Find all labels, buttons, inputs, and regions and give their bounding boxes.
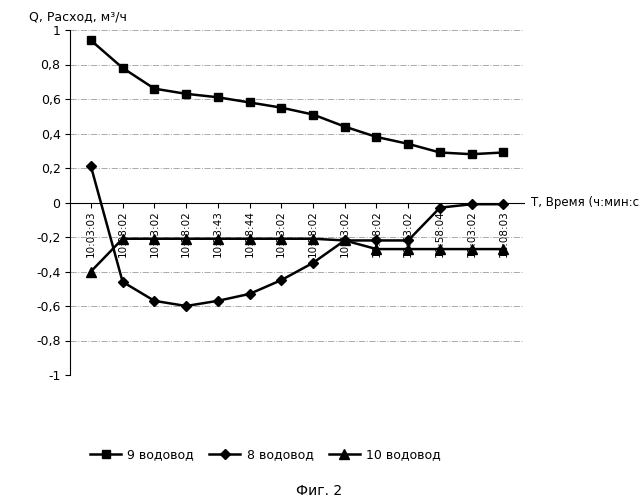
- Line: 10 водовод: 10 водовод: [86, 234, 508, 276]
- 10 водовод: [468, 246, 475, 252]
- 8 водовод: [182, 303, 190, 309]
- 9 водовод: [151, 86, 158, 91]
- 10 водовод: [214, 236, 222, 242]
- 8 водовод: [341, 238, 348, 244]
- 8 водовод: [468, 201, 475, 207]
- 9 водовод: [309, 112, 317, 117]
- 10 водовод: [500, 246, 507, 252]
- 8 водовод: [119, 279, 127, 285]
- Legend: 9 водовод, 8 водовод, 10 водовод: 9 водовод, 8 водовод, 10 водовод: [85, 444, 446, 466]
- 10 водовод: [309, 236, 317, 242]
- 8 водовод: [500, 201, 507, 207]
- Line: 9 водовод: 9 водовод: [87, 36, 507, 158]
- 9 водовод: [373, 134, 380, 140]
- 10 водовод: [436, 246, 443, 252]
- 10 водовод: [277, 236, 285, 242]
- 9 водовод: [404, 141, 412, 147]
- 9 водовод: [119, 65, 127, 71]
- 8 водовод: [246, 291, 254, 297]
- Line: 8 водовод: 8 водовод: [88, 163, 507, 310]
- 10 водовод: [373, 246, 380, 252]
- 9 водовод: [468, 151, 475, 157]
- 9 водовод: [182, 91, 190, 97]
- Text: Q, Расход, м³/ч: Q, Расход, м³/ч: [29, 10, 127, 23]
- 10 водовод: [119, 236, 127, 242]
- 10 водовод: [246, 236, 254, 242]
- 8 водовод: [436, 204, 443, 210]
- 8 водовод: [404, 238, 412, 244]
- 9 водовод: [246, 100, 254, 105]
- 10 водовод: [404, 246, 412, 252]
- 8 водовод: [87, 164, 95, 170]
- 8 водовод: [373, 238, 380, 244]
- 9 водовод: [436, 150, 443, 156]
- 10 водовод: [87, 268, 95, 274]
- 8 водовод: [277, 277, 285, 283]
- Text: Фиг. 2: Фиг. 2: [296, 484, 343, 498]
- 10 водовод: [182, 236, 190, 242]
- 8 водовод: [309, 260, 317, 266]
- 9 водовод: [277, 104, 285, 110]
- 9 водовод: [341, 124, 348, 130]
- 10 водовод: [341, 238, 348, 244]
- Text: T, Время (ч:мин:с): T, Время (ч:мин:с): [531, 196, 639, 209]
- 8 водовод: [214, 298, 222, 304]
- 10 водовод: [151, 236, 158, 242]
- 9 водовод: [214, 94, 222, 100]
- 8 водовод: [151, 298, 158, 304]
- 9 водовод: [87, 38, 95, 44]
- 9 водовод: [500, 150, 507, 156]
